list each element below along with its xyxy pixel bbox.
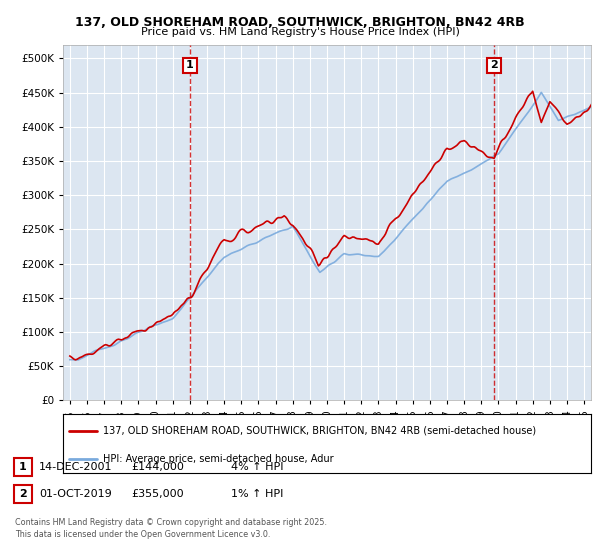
FancyBboxPatch shape [14, 485, 32, 503]
Text: 1: 1 [186, 60, 194, 71]
Text: 137, OLD SHOREHAM ROAD, SOUTHWICK, BRIGHTON, BN42 4RB: 137, OLD SHOREHAM ROAD, SOUTHWICK, BRIGH… [75, 16, 525, 29]
Text: 14-DEC-2001: 14-DEC-2001 [39, 462, 113, 472]
Text: 1% ↑ HPI: 1% ↑ HPI [231, 489, 283, 499]
Text: 137, OLD SHOREHAM ROAD, SOUTHWICK, BRIGHTON, BN42 4RB (semi-detached house): 137, OLD SHOREHAM ROAD, SOUTHWICK, BRIGH… [103, 426, 536, 436]
Text: Contains HM Land Registry data © Crown copyright and database right 2025.
This d: Contains HM Land Registry data © Crown c… [15, 518, 327, 539]
FancyBboxPatch shape [14, 458, 32, 476]
Text: 2: 2 [19, 489, 27, 499]
Text: HPI: Average price, semi-detached house, Adur: HPI: Average price, semi-detached house,… [103, 454, 333, 464]
Text: Price paid vs. HM Land Registry's House Price Index (HPI): Price paid vs. HM Land Registry's House … [140, 27, 460, 37]
Text: 1: 1 [19, 462, 27, 472]
Text: 2: 2 [490, 60, 498, 71]
Text: £355,000: £355,000 [131, 489, 184, 499]
Text: £144,000: £144,000 [131, 462, 184, 472]
Text: 01-OCT-2019: 01-OCT-2019 [39, 489, 112, 499]
Text: 4% ↑ HPI: 4% ↑ HPI [231, 462, 284, 472]
